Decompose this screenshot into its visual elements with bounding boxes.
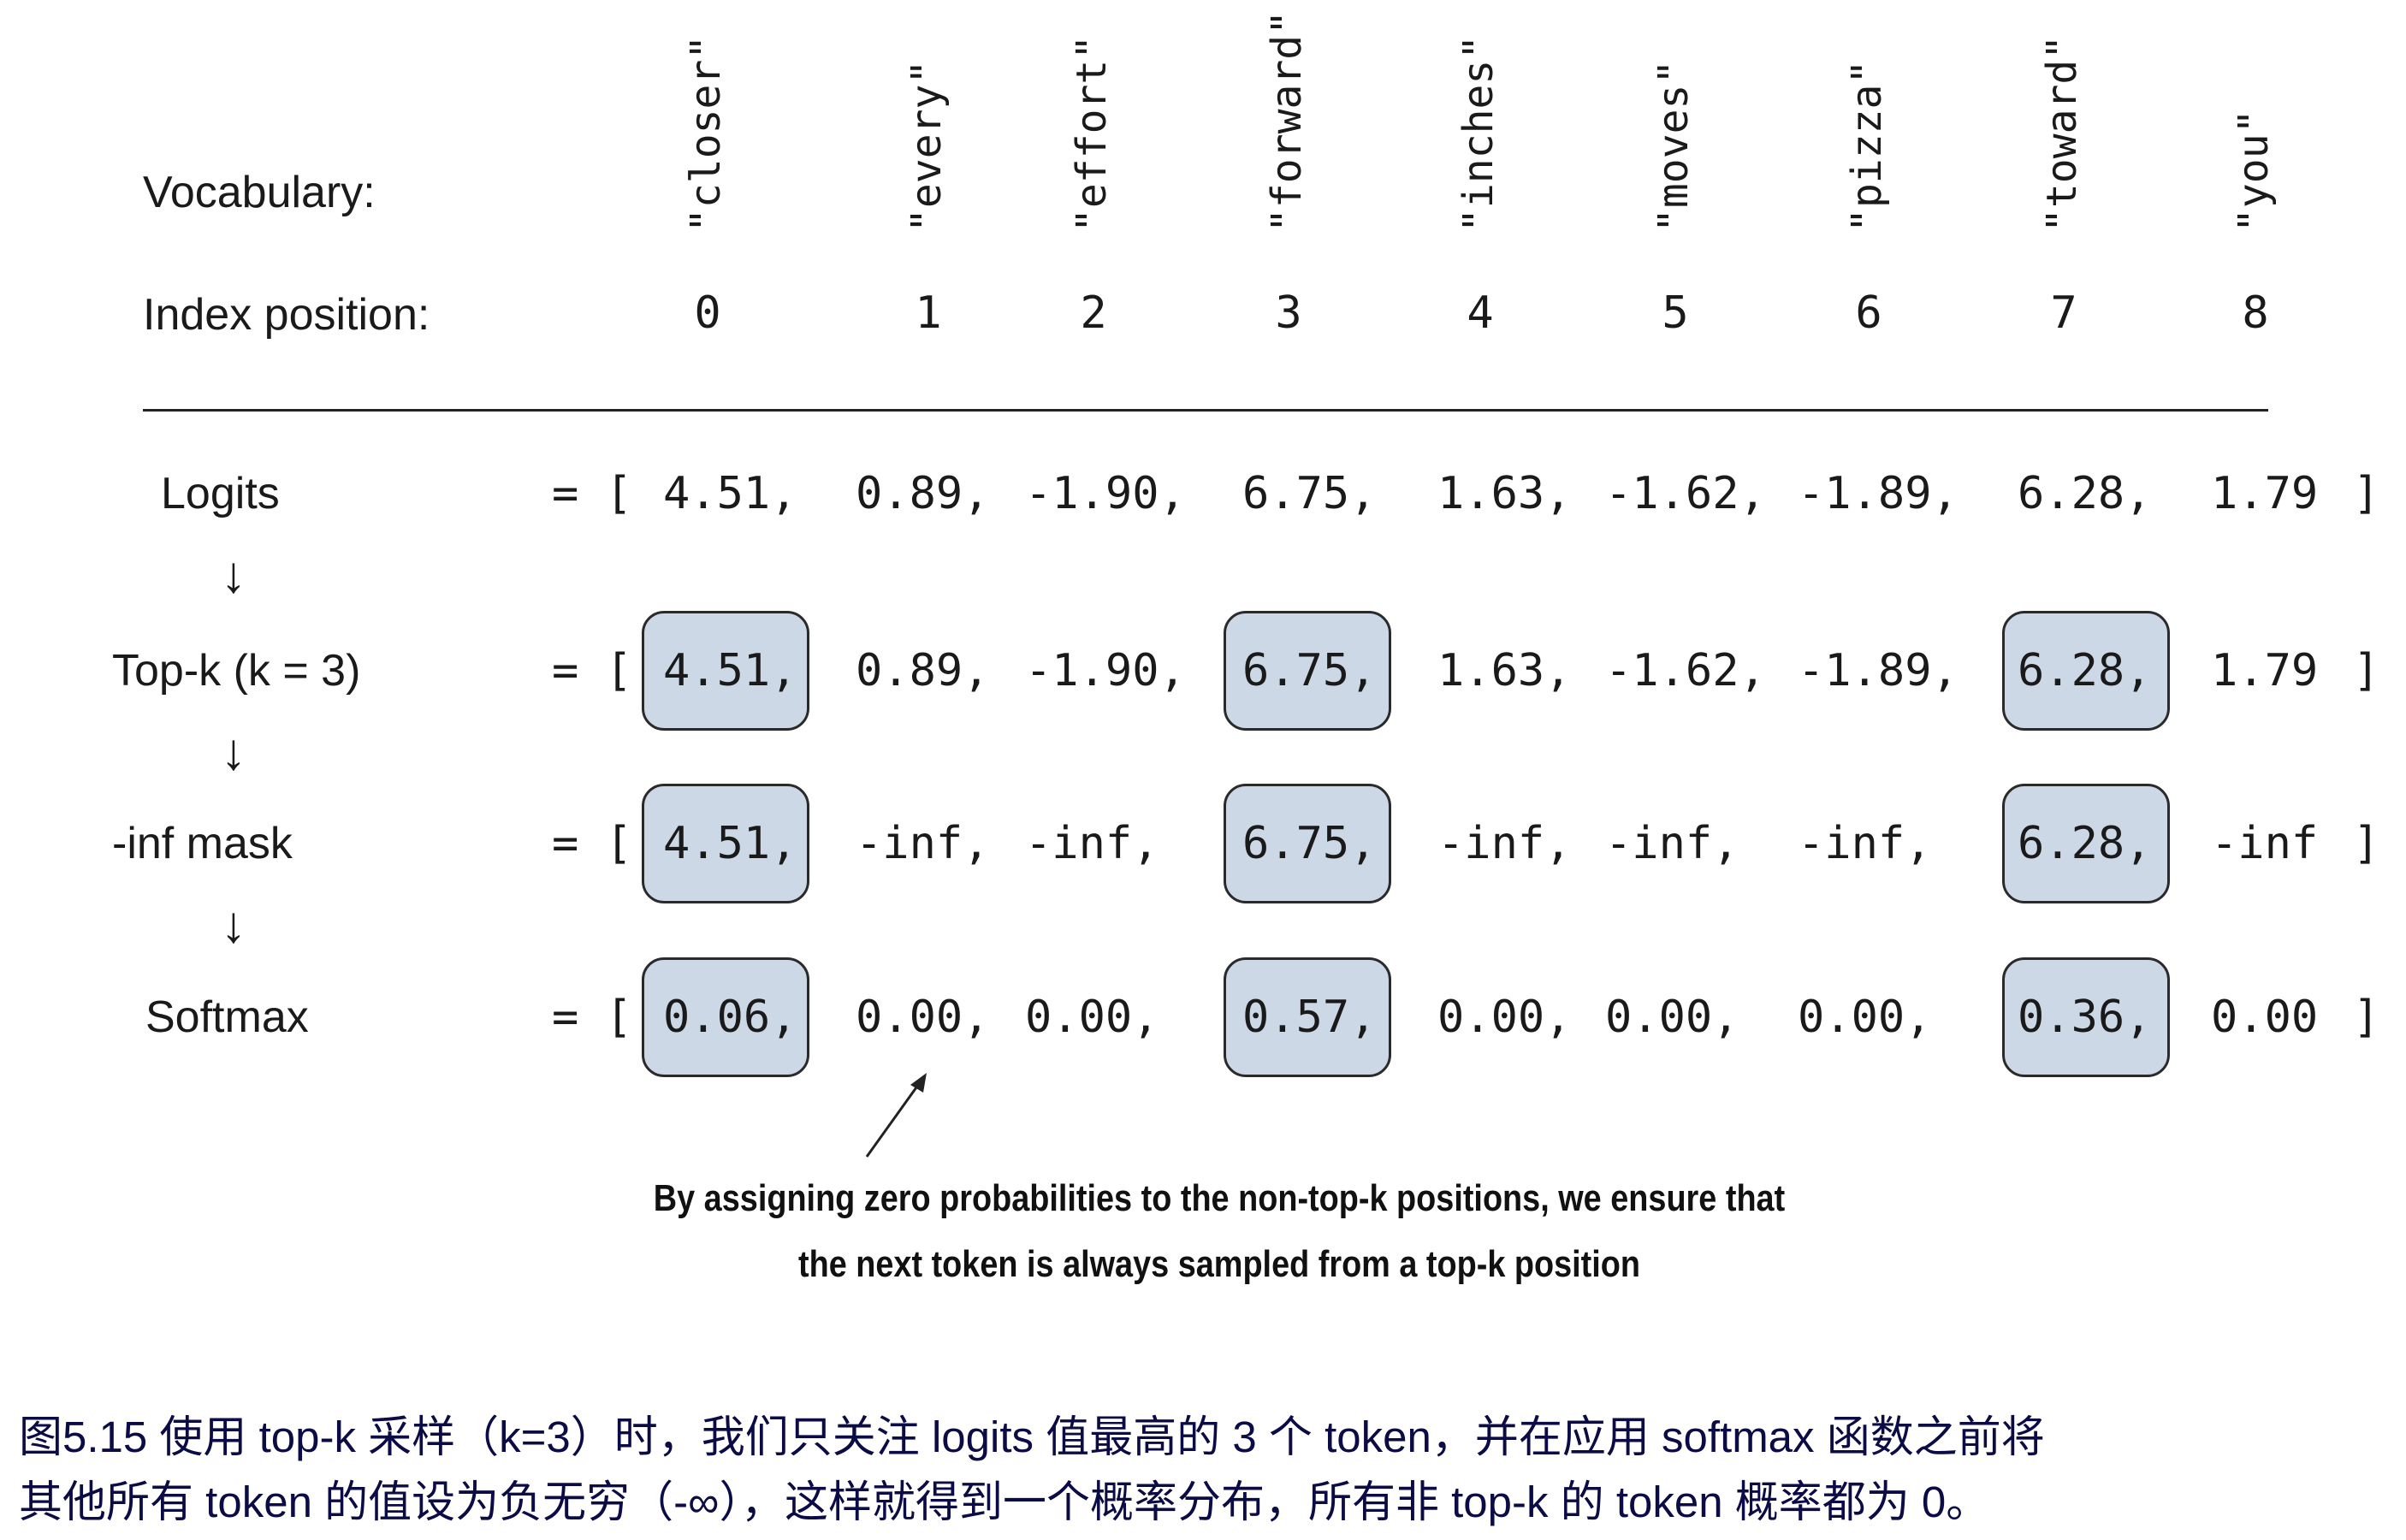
annotation-line-2: the next token is always sampled from a …: [797, 1243, 1641, 1285]
highlighted-value: 0.36,: [2018, 992, 2152, 1043]
close-bracket: ]: [2353, 992, 2380, 1043]
highlighted-value: 0.06,: [663, 992, 797, 1043]
annotation-arrow-icon: [865, 1073, 927, 1158]
open-bracket: = [: [552, 645, 632, 696]
row-label: Top-k (k = 3): [112, 646, 361, 696]
value: 4.51,: [663, 468, 797, 519]
close-bracket: ]: [2353, 468, 2380, 519]
index-position: 3: [1275, 287, 1302, 339]
value: 0.89,: [856, 645, 990, 696]
index-position: 7: [2050, 287, 2077, 339]
highlight-box: [1224, 957, 1391, 1077]
highlighted-value: 6.28,: [2018, 818, 2152, 869]
value: 0.89,: [856, 468, 990, 519]
value: 1.79: [2211, 468, 2319, 519]
highlighted-value: 4.51,: [663, 818, 797, 869]
index-position: 8: [2242, 287, 2269, 339]
value: -inf: [2211, 818, 2319, 869]
value: 0.00,: [856, 992, 990, 1043]
highlight-box: [642, 784, 809, 903]
figure-caption-line-2: 其他所有 token 的值设为负无穷（-∞），这样就得到一个概率分布，所有非 t…: [19, 1478, 1990, 1526]
row-label: Softmax: [145, 992, 309, 1042]
close-bracket: ]: [2353, 818, 2380, 869]
highlight-box: [2002, 784, 2170, 903]
arrow-down-icon: ↓: [221, 896, 246, 953]
highlight-box: [1224, 611, 1391, 731]
highlighted-value: 4.51,: [663, 645, 797, 696]
annotation-line-1: By assigning zero probabilities to the n…: [653, 1177, 1786, 1219]
row-label: Logits: [161, 469, 280, 518]
index-position: 2: [1080, 287, 1107, 339]
value: -1.62,: [1605, 468, 1766, 519]
value: 0.00,: [1437, 992, 1572, 1043]
open-bracket: = [: [552, 468, 632, 519]
highlight-box: [1224, 784, 1391, 903]
value: 1.63,: [1437, 645, 1572, 696]
value: 1.63,: [1437, 468, 1572, 519]
highlight-box: [642, 611, 809, 731]
index-position: 1: [915, 287, 942, 339]
open-bracket: = [: [552, 818, 632, 869]
figure-caption-line-1: 图5.15 使用 top-k 采样（k=3）时，我们只关注 logits 值最高…: [19, 1413, 2045, 1461]
value: -inf,: [1025, 818, 1159, 869]
highlight-box: [2002, 957, 2170, 1077]
index-position: 4: [1467, 287, 1494, 339]
highlighted-value: 6.75,: [1242, 818, 1377, 869]
value: 0.00,: [1605, 992, 1739, 1043]
value: -inf,: [1605, 818, 1739, 869]
value: 6.28,: [2018, 468, 2152, 519]
highlight-box: [642, 957, 809, 1077]
value: -1.89,: [1798, 645, 1959, 696]
vocabulary-label: Vocabulary:: [143, 168, 376, 217]
value: -1.90,: [1025, 645, 1186, 696]
index-position: 5: [1662, 287, 1689, 339]
arrow-down-icon: ↓: [221, 546, 246, 603]
open-bracket: = [: [552, 992, 632, 1043]
value: -1.62,: [1605, 645, 1766, 696]
value: 0.00,: [1025, 992, 1159, 1043]
value: 0.00: [2211, 992, 2319, 1043]
highlighted-value: 6.75,: [1242, 645, 1377, 696]
highlight-box: [2002, 611, 2170, 731]
arrow-down-icon: ↓: [221, 723, 246, 780]
row-label: -inf mask: [112, 819, 293, 868]
highlighted-value: 6.28,: [2018, 645, 2152, 696]
highlighted-value: 0.57,: [1242, 992, 1377, 1043]
divider-line: [143, 409, 2268, 412]
value: 0.00,: [1798, 992, 1932, 1043]
index-position: 6: [1855, 287, 1882, 339]
close-bracket: ]: [2353, 645, 2380, 696]
value: 1.79: [2211, 645, 2319, 696]
value: -inf,: [856, 818, 990, 869]
value: -1.89,: [1798, 468, 1959, 519]
value: 6.75,: [1242, 468, 1377, 519]
index-position: 0: [694, 287, 721, 339]
value: -inf,: [1798, 818, 1932, 869]
index-position-label: Index position:: [143, 290, 430, 340]
value: -1.90,: [1025, 468, 1186, 519]
value: -inf,: [1437, 818, 1572, 869]
